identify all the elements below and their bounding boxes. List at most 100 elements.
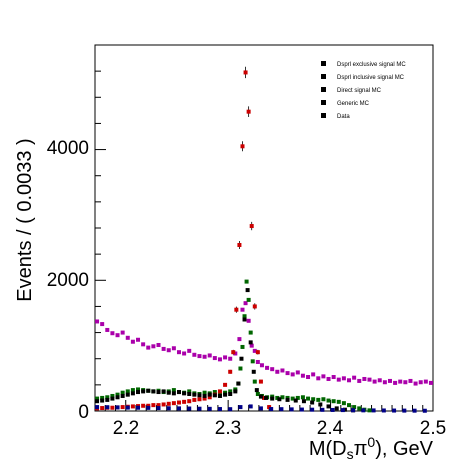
data-point [341, 376, 346, 381]
data-point [280, 395, 285, 400]
data-point [259, 363, 264, 368]
data-point [161, 402, 166, 407]
x-axis-title-main: M(D [309, 438, 347, 460]
legend-label-data: Data [337, 114, 350, 120]
data-point [279, 407, 284, 412]
data-point [228, 392, 233, 397]
data-point [100, 322, 105, 327]
data-point [197, 393, 202, 398]
data-point [115, 392, 120, 397]
data-point [233, 351, 238, 356]
data-point [285, 371, 290, 376]
data-point [202, 396, 207, 401]
data-point [357, 406, 362, 411]
data-point [393, 380, 398, 385]
data-point [207, 392, 212, 397]
data-point [141, 342, 146, 347]
x-tick-label-2.5: 2.5 [420, 418, 446, 439]
data-point [306, 375, 311, 380]
data-point [258, 406, 263, 411]
data-point [171, 346, 176, 351]
data-point [176, 350, 181, 355]
legend-label-direct: Direct signal MC [337, 88, 382, 94]
data-point [243, 70, 248, 75]
legend: Dsprl exclusive signal MC Dsprl inclusiv… [321, 61, 406, 120]
data-point [161, 389, 166, 394]
data-point [187, 406, 192, 411]
data-point [290, 396, 295, 401]
x-tick-label-2.2: 2.2 [113, 418, 139, 439]
data-point [95, 399, 100, 404]
data-point [156, 403, 161, 408]
data-point [115, 333, 120, 338]
data-point [146, 345, 151, 350]
data-point [120, 405, 125, 410]
data-point [146, 405, 151, 410]
x-axis-title: M(Dsπ0), GeV [309, 434, 434, 462]
data-point [412, 408, 417, 413]
data-point [187, 348, 192, 353]
data-point [311, 397, 316, 402]
data-point [192, 392, 197, 397]
legend-label-generic: Generic MC [337, 101, 370, 107]
data-point [245, 288, 250, 293]
data-point [330, 407, 335, 412]
data-point [347, 378, 352, 383]
data-point [187, 389, 192, 394]
data-point [207, 353, 212, 358]
data-point [197, 397, 202, 402]
data-point [100, 398, 105, 403]
data-point [250, 359, 255, 364]
data-point [105, 397, 110, 402]
data-point [372, 379, 377, 384]
data-point [228, 369, 233, 374]
data-point [234, 307, 239, 312]
data-point [381, 408, 386, 413]
data-point [166, 348, 171, 353]
data-point [187, 392, 192, 397]
data-point [141, 389, 146, 394]
x-tick-label-2.3: 2.3 [215, 418, 241, 439]
data-point [246, 109, 251, 114]
data-point [156, 390, 161, 395]
data-point [217, 393, 222, 398]
data-point [311, 372, 316, 377]
data-point [197, 354, 202, 359]
data-point [275, 369, 280, 374]
data-point [336, 377, 341, 382]
data-point [262, 395, 266, 400]
data-point [110, 331, 115, 336]
data-point [293, 398, 298, 403]
legend-marker-generic [321, 100, 326, 105]
data-point [342, 407, 347, 412]
data-point [176, 400, 181, 405]
data-point [105, 395, 110, 400]
data-point [331, 375, 336, 380]
data-point [334, 406, 339, 411]
data-point [212, 393, 217, 398]
data-point [306, 396, 311, 401]
data-point [95, 396, 100, 401]
data-point [357, 378, 362, 383]
data-point [321, 397, 326, 402]
data-point [362, 376, 367, 381]
data-point [316, 397, 321, 402]
data-point [403, 380, 408, 385]
data-point [166, 401, 171, 406]
data-point [285, 397, 290, 402]
data-point [310, 407, 315, 412]
plot-frame [94, 44, 434, 412]
data-point [171, 391, 176, 396]
data-point [115, 405, 120, 410]
x-axis-title-end: ), GeV [375, 438, 433, 460]
data-point [422, 408, 427, 413]
data-point [141, 403, 146, 408]
data-point [336, 399, 341, 404]
data-point [423, 379, 428, 384]
data-point [176, 406, 181, 411]
data-point [212, 390, 217, 395]
data-point [110, 393, 115, 398]
data-point [136, 390, 141, 395]
data-point [105, 405, 110, 410]
